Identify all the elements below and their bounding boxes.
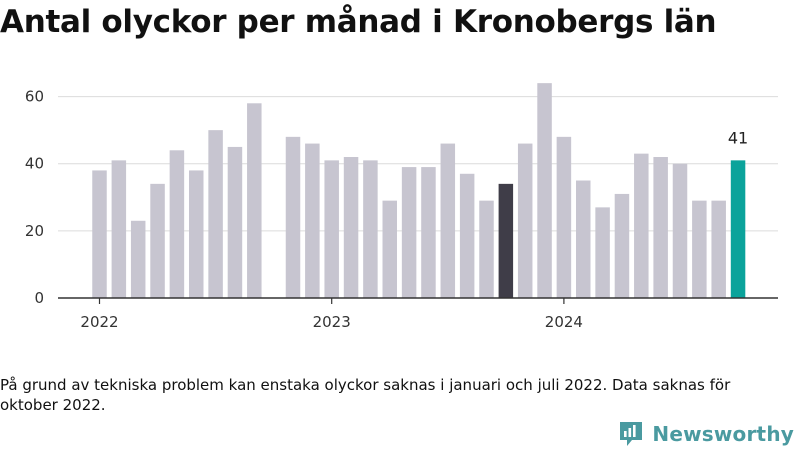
bar-2023-09[interactable]	[479, 200, 494, 298]
x-tick-label: 2023	[313, 313, 351, 331]
bar-2023-04[interactable]	[382, 200, 398, 298]
y-tick-label: 20	[25, 222, 44, 240]
y-axis-ticks: 0 20 40 60	[25, 88, 44, 307]
bar-2023-10[interactable]	[498, 183, 514, 298]
bars	[92, 83, 746, 299]
bar-2023-02[interactable]	[343, 157, 359, 298]
bar-2023-03[interactable]	[363, 160, 378, 298]
bar-2024-06[interactable]	[653, 157, 668, 298]
bar-chart-logo-icon	[620, 422, 643, 446]
bar-2024-02[interactable]	[576, 180, 591, 299]
bar-2024-01[interactable]	[556, 136, 572, 298]
bar-2023-01[interactable]	[324, 160, 339, 298]
bar-2023-06[interactable]	[421, 167, 436, 298]
bar-2024-04[interactable]	[614, 193, 630, 298]
bar-2022-02[interactable]	[111, 160, 127, 298]
bar-2022-04[interactable]	[150, 183, 165, 298]
bar-2022-01[interactable]	[92, 170, 107, 298]
bar-2022-07[interactable]	[208, 130, 223, 298]
data-labels: 41	[728, 128, 748, 147]
bar-2024-09[interactable]	[711, 200, 726, 298]
bar-2022-06[interactable]	[189, 170, 204, 298]
y-tick-label: 0	[34, 289, 44, 307]
bar-2022-08[interactable]	[227, 146, 243, 298]
bar-2022-11[interactable]	[285, 136, 301, 298]
y-tick-label: 60	[25, 88, 44, 106]
y-tick-label: 40	[25, 155, 44, 173]
footnote: På grund av tekniska problem kan enstaka…	[0, 376, 731, 414]
bar-2022-09[interactable]	[247, 103, 262, 299]
bar-2024-07[interactable]	[672, 163, 688, 298]
bar-2023-12[interactable]	[537, 83, 552, 299]
bar-2022-12[interactable]	[305, 143, 320, 298]
bar-2023-08[interactable]	[459, 173, 475, 298]
x-axis-year-ticks: 2022 2023 2024	[80, 298, 583, 331]
bar-2024-08[interactable]	[692, 200, 707, 298]
chart-title: Antal olyckor per månad i Kronobergs län	[0, 4, 717, 40]
brand-name: Newsworthy	[652, 422, 794, 446]
bar-2023-05[interactable]	[401, 167, 417, 298]
bar-2023-07[interactable]	[440, 143, 456, 298]
bar-2024-05[interactable]	[634, 153, 649, 298]
newsworthy-logo[interactable]: Newsworthy	[618, 420, 794, 448]
bar-2024-10[interactable]	[730, 160, 746, 298]
bar-2022-05[interactable]	[169, 150, 185, 298]
gridlines	[58, 96, 778, 232]
bar-2022-03[interactable]	[130, 220, 146, 298]
x-tick-label: 2022	[80, 313, 118, 331]
bar-chart: 0 20 40 60 2022 2023 2024 41	[25, 83, 778, 331]
data-label: 41	[728, 128, 748, 147]
bar-2023-11[interactable]	[517, 143, 533, 298]
bar-2024-03[interactable]	[595, 207, 610, 298]
x-tick-label: 2024	[545, 313, 583, 331]
